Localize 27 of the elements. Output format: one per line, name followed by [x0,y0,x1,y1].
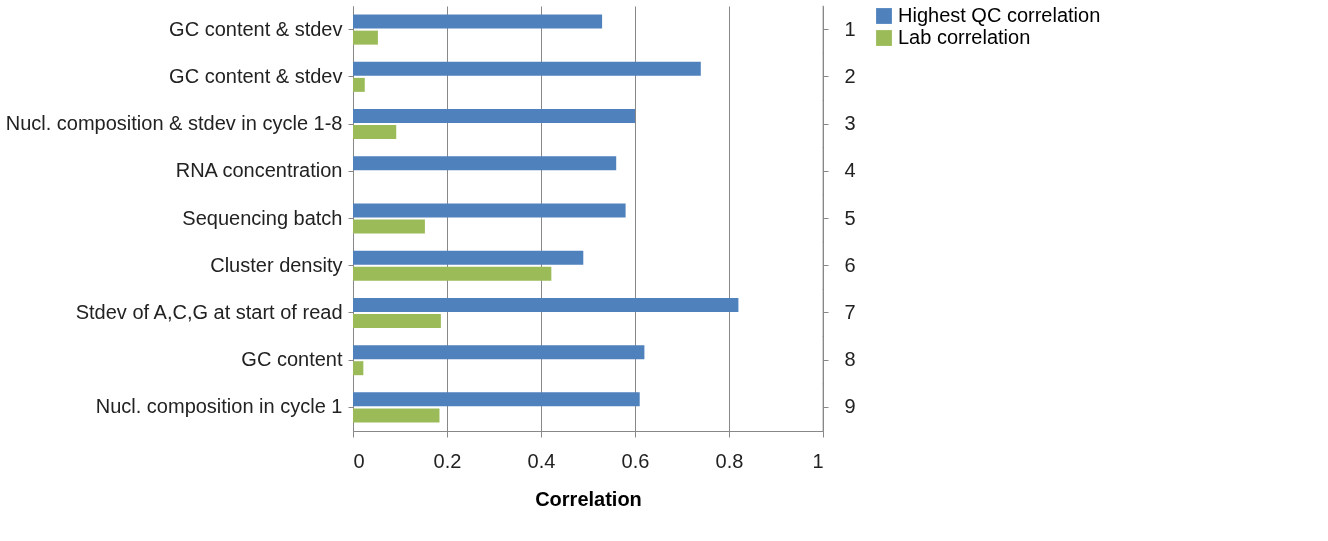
y2-tick-label: 4 [844,159,856,182]
y2-tick-label: 3 [844,112,856,135]
y2-tick-label: 6 [844,253,856,276]
y-tick-label: Stdev of A,C,G at start of read [75,300,343,323]
y2-tick-label: 1 [844,17,856,40]
y-tick-label: Nucl. composition in cycle 1 [95,395,343,418]
x-tick-label: 1 [812,449,824,472]
y-tick-label: GC content & stdev [169,64,343,87]
y2-tick-label: 7 [844,300,856,323]
legend-label: Lab correlation [898,26,1031,48]
y-tick-label: Sequencing batch [182,206,343,229]
y-tick-label: Cluster density [210,253,343,276]
x-tick-label: 0 [353,449,365,472]
y2-tick-label: 9 [844,395,856,418]
y2-tick-label: 5 [844,206,856,229]
x-tick-label: 0.2 [433,449,462,472]
x-tick-label: 0.4 [527,449,556,472]
y-tick-label: GC content [241,348,343,371]
y-tick-label: GC content & stdev [169,17,343,40]
x-axis-title: Correlation [535,487,642,510]
y-tick-label: RNA concentration [175,159,343,182]
x-tick-label: 0.6 [621,449,650,472]
y2-tick-label: 2 [844,64,856,87]
y-tick-label: Nucl. composition & stdev in cycle 1-8 [5,112,343,135]
y2-tick-label: 8 [844,348,856,371]
x-tick-label: 0.8 [715,449,744,472]
legend-label: Highest QC correlation [898,4,1101,26]
